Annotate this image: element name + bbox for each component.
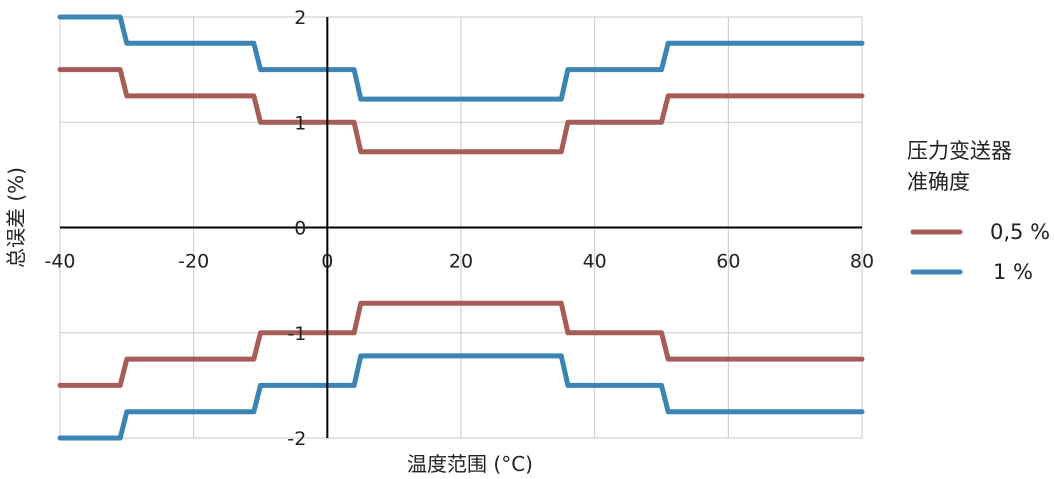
x-tick-label: -40: [44, 251, 75, 273]
legend-title-line-1: 压力变送器: [907, 139, 1012, 163]
x-tick-label: 0: [321, 251, 333, 273]
y-tick-label: -1: [287, 323, 306, 345]
series-line-accuracy-1-lower: [57, 353, 865, 441]
x-tick-label: 20: [449, 251, 473, 273]
x-tick-label: -20: [178, 251, 209, 273]
y-axis-title: 总误差 (%): [4, 167, 28, 268]
axes: [60, 17, 862, 438]
x-tick-label: 60: [716, 251, 740, 273]
legend-label-accuracy-0-5: 0,5 %: [990, 220, 1050, 244]
y-tick-label: 1: [294, 112, 306, 134]
legend-title-line-2: 准确度: [907, 170, 970, 194]
y-tick-label: 2: [294, 7, 306, 29]
x-tick-label: 40: [583, 251, 607, 273]
legend: 压力变送器 准确度 0,5 % 1 %: [907, 139, 1050, 284]
series-line-accuracy-0-5-lower: [57, 300, 865, 388]
series-line-accuracy-0-5-upper: [57, 67, 865, 155]
tick-labels: -40 -20 0 20 40 60 80 -2 -1 0 1 2: [44, 7, 874, 450]
series-line-accuracy-1-upper: [57, 14, 865, 102]
series-group: [57, 14, 865, 441]
x-axis-title: 温度范围 (°C): [407, 452, 533, 476]
y-tick-label: 0: [294, 218, 306, 240]
y-tick-label: -2: [287, 428, 306, 450]
x-tick-label: 80: [850, 251, 874, 273]
legend-label-accuracy-1: 1 %: [993, 260, 1033, 284]
